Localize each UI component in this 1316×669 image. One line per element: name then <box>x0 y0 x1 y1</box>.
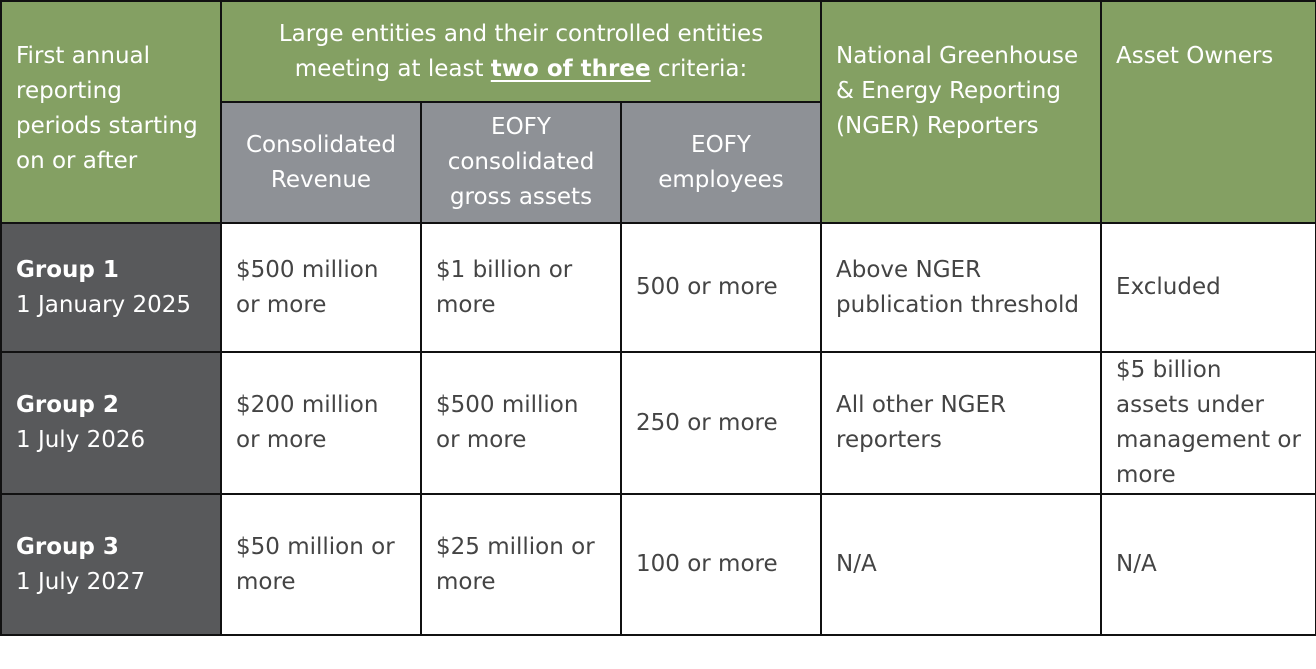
revenue-cell: $200 million or more <box>220 351 422 495</box>
reporting-requirements-table: First annual reporting periods starting … <box>0 0 1316 636</box>
table-row: Group 1 1 January 2025 $500 million or m… <box>0 222 1316 353</box>
asset-owners-cell: $5 billion assets under management or mo… <box>1100 351 1316 495</box>
nger-cell: Above NGER publication threshold <box>820 222 1103 353</box>
revenue-cell: $50 million or more <box>220 493 422 636</box>
gross-assets-header: EOFY consolidated gross assets <box>420 101 622 224</box>
criteria-header: Large entities and their controlled enti… <box>219 0 823 103</box>
nger-cell: All other NGER reporters <box>820 351 1103 495</box>
group-start-date: 1 July 2026 <box>16 427 146 453</box>
group-start-date: 1 January 2025 <box>16 291 191 318</box>
table-row: Group 2 1 July 2026 $200 million or more… <box>0 351 1316 495</box>
group-start-date: 1 July 2027 <box>16 568 146 595</box>
nger-cell: N/A <box>820 493 1103 636</box>
table-row: Group 3 1 July 2027 $50 million or more … <box>0 493 1316 636</box>
asset-owners-header: Asset Owners <box>1100 0 1316 224</box>
group-cell: Group 1 1 January 2025 <box>0 222 222 353</box>
revenue-cell: $500 million or more <box>220 222 422 353</box>
employees-cell: 500 or more <box>619 222 823 353</box>
employees-header: EOFY employees <box>619 101 823 224</box>
asset-owners-cell: N/A <box>1100 493 1316 636</box>
assets-cell: $500 million or more <box>420 351 622 495</box>
group-name: Group 1 <box>16 256 119 283</box>
criteria-emphasis: two of three <box>490 55 651 82</box>
group-name: Group 3 <box>16 533 119 560</box>
group-name: Group 2 <box>16 392 119 418</box>
criteria-prefix: Large entities and their controlled enti… <box>278 20 764 82</box>
group-cell: Group 2 1 July 2026 <box>0 351 222 495</box>
group-cell: Group 3 1 July 2027 <box>0 493 222 636</box>
nger-header: National Greenhouse & Energy Reporting (… <box>820 0 1103 224</box>
assets-cell: $25 million or more <box>420 493 622 636</box>
first-period-header: First annual reporting periods starting … <box>0 0 222 224</box>
revenue-header: Consolidated Revenue <box>220 101 422 224</box>
asset-owners-cell: Excluded <box>1100 222 1316 353</box>
employees-cell: 250 or more <box>619 351 823 495</box>
employees-cell: 100 or more <box>619 493 823 636</box>
criteria-suffix: criteria: <box>657 55 748 82</box>
assets-cell: $1 billion or more <box>420 222 622 353</box>
